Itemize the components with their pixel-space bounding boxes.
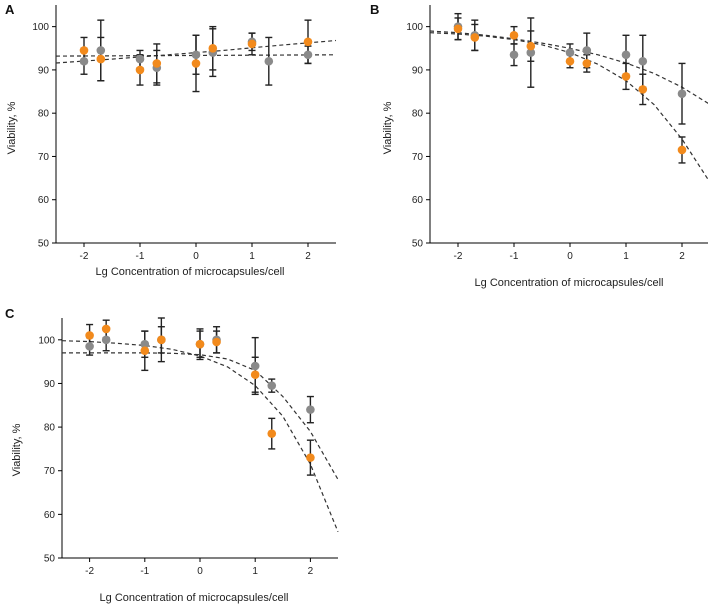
panel-c-data-point-gray <box>267 381 277 390</box>
panel-b-data-point-orange <box>509 30 519 40</box>
panel-b-y-tick-label: 80 <box>412 109 424 120</box>
panel-c-data-point-orange <box>140 346 150 356</box>
panel-a-data-point-gray <box>191 50 201 60</box>
panel-c-y-tick-label: 50 <box>44 554 56 565</box>
panel-b-data-point-orange <box>526 41 536 51</box>
panel-b-data-point-orange <box>621 72 631 81</box>
panel-b-x-axis-label: Lg Concentration of microcapsules/cell <box>475 277 664 289</box>
panel-c-data-point-gray <box>306 405 315 414</box>
panel-a-chart: A Viability, % Lg Concentration of micro… <box>5 2 337 278</box>
panel-b-x-tick-label: 0 <box>567 251 573 262</box>
panel-c-fit-curve-orange <box>61 340 339 533</box>
panel-c-data-point-orange <box>306 453 315 462</box>
panel-a-y-tick-label: 60 <box>38 195 50 206</box>
panel-c-data-point-gray <box>140 339 150 349</box>
panel-b-data-point-orange <box>453 24 463 34</box>
panel-b-x-tick-label: 1 <box>623 251 629 262</box>
panel-c-data-point-gray <box>85 342 94 351</box>
panel-c-x-tick-label: -1 <box>140 566 149 577</box>
panel-b-data-point-orange <box>470 33 480 42</box>
panel-c-data-point-orange <box>267 429 277 438</box>
panel-a-x-tick-label: -2 <box>80 251 89 262</box>
panel-b-data-point-orange <box>677 145 687 155</box>
panel-b-data-point-orange <box>565 56 575 66</box>
panel-c-data-point-gray <box>250 361 260 371</box>
panel-c-y-tick-label: 80 <box>44 423 56 434</box>
panel-c-y-axis-label: Viability, % <box>11 423 23 476</box>
panel-c-data-point-orange <box>101 324 111 334</box>
panel-c-x-axis-label: Lg Concentration of microcapsules/cell <box>100 592 289 604</box>
panel-c-data-point-orange <box>250 370 260 380</box>
panel-c-letter: C <box>5 306 15 321</box>
panel-c-x-tick-label: -2 <box>85 566 94 577</box>
panel-a-letter: A <box>5 2 15 17</box>
panel-a-data-point-gray <box>303 50 313 60</box>
panel-b-y-tick-label: 90 <box>412 65 424 76</box>
panel-a-data-point-gray <box>264 56 274 66</box>
panel-a-x-tick-label: -1 <box>136 251 145 262</box>
panel-a-y-axis-label: Viability, % <box>6 101 18 154</box>
panel-b-data-point-orange <box>638 85 648 94</box>
panel-b-y-tick-label: 100 <box>406 22 423 33</box>
panel-c-fit-curve-gray <box>62 352 339 480</box>
panel-a-data-point-orange <box>152 59 162 68</box>
panel-b-y-tick-label: 70 <box>412 152 424 163</box>
panel-a-data-point-gray <box>79 56 89 66</box>
panel-a-data-point-orange <box>79 46 89 55</box>
panel-a-y-tick-label: 50 <box>38 239 50 250</box>
panel-c-data-point-orange <box>157 335 166 345</box>
panel-b-data-point-gray <box>638 56 648 66</box>
panel-c-data-point-orange <box>212 337 221 347</box>
panel-b-letter: B <box>370 2 379 17</box>
panel-c-y-tick-label: 70 <box>44 466 56 477</box>
panel-b-data-point-gray <box>509 50 519 60</box>
panel-a-y-tick-label: 90 <box>38 65 50 76</box>
panel-a-x-axis-label: Lg Concentration of microcapsules/cell <box>96 266 285 278</box>
panel-a-x-tick-label: 1 <box>249 251 255 262</box>
panel-a-y-tick-label: 70 <box>38 152 50 163</box>
panel-c-x-tick-label: 0 <box>197 566 203 577</box>
panel-a-y-tick-label: 80 <box>38 109 50 120</box>
panel-b-x-tick-label: -2 <box>454 251 463 262</box>
panel-a-data-point-gray <box>96 46 106 55</box>
panel-a-x-tick-label: 2 <box>305 251 311 262</box>
panel-b-data-point-gray <box>621 50 631 60</box>
panel-a-data-point-orange <box>303 37 313 47</box>
panel-c-x-tick-label: 2 <box>308 566 314 577</box>
panel-c-y-tick-label: 100 <box>38 335 55 346</box>
panel-b-x-tick-label: 2 <box>679 251 685 262</box>
panel-c-y-tick-label: 90 <box>44 379 56 390</box>
panel-c-data-point-orange <box>195 339 205 349</box>
panel-b-chart: B Viability, % Lg Concentration of micro… <box>370 2 708 289</box>
panel-a-data-point-orange <box>247 39 257 49</box>
panel-a-data-point-orange <box>191 59 201 68</box>
panel-a-data-point-orange <box>135 65 145 75</box>
panel-c-x-tick-label: 1 <box>252 566 258 577</box>
panel-b-x-tick-label: -1 <box>510 251 519 262</box>
panel-b-data-point-gray <box>565 48 575 57</box>
panel-b-data-point-gray <box>582 46 592 55</box>
panel-a-y-tick-label: 100 <box>32 22 49 33</box>
panel-b-y-tick-label: 50 <box>412 239 424 250</box>
panel-c-data-point-gray <box>101 335 111 345</box>
panel-b-data-point-gray <box>526 48 536 57</box>
panel-a-data-point-gray <box>135 54 145 64</box>
panel-b-data-point-gray <box>677 89 687 99</box>
panel-c-chart: C Viability, % Lg Concentration of micro… <box>5 306 339 604</box>
panel-c-y-tick-label: 60 <box>44 510 56 521</box>
panel-b-y-tick-label: 60 <box>412 195 424 206</box>
panel-a-x-tick-label: 0 <box>193 251 199 262</box>
panel-c-data-point-orange <box>85 331 94 340</box>
panel-b-y-axis-label: Viability, % <box>382 101 394 154</box>
panel-b-data-point-orange <box>582 59 592 68</box>
panel-a-data-point-orange <box>208 43 218 53</box>
panel-a-data-point-orange <box>96 54 106 64</box>
